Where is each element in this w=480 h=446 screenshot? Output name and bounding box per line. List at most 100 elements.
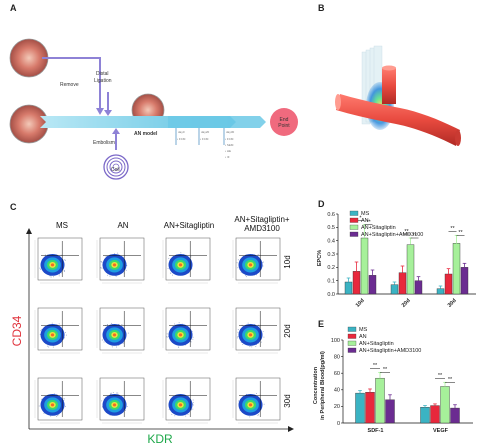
legend-swatch (349, 231, 359, 237)
legend-swatch (349, 224, 359, 230)
bar (452, 243, 461, 295)
col-header-an: AN (117, 221, 128, 230)
vessel-main (336, 94, 460, 146)
legend-label: AN+Sitagliptin (359, 341, 394, 347)
end-label: End (280, 117, 289, 123)
ligation-arrowhead (104, 110, 112, 116)
legend-label: MS (361, 211, 370, 217)
day-item: • IF (225, 155, 230, 159)
y-tick-label: 0.3 (327, 252, 335, 258)
bar (444, 273, 453, 295)
y-axis-label: Concentration (313, 366, 319, 404)
bar (436, 288, 445, 295)
bar (414, 280, 423, 295)
ligation-label: Ligation (94, 78, 112, 84)
col-header-an-sita: AN+Sitagliptin (164, 221, 214, 230)
legend-label: AN+Sitagliptin+AMD3100 (361, 232, 423, 238)
legend-swatch (347, 326, 357, 332)
y-tick-label: 0 (337, 421, 340, 427)
y-tick-label: 0.1 (327, 278, 335, 284)
coil-icon (103, 154, 129, 180)
y-tick-label: 0.5 (327, 225, 335, 231)
day-item: • FCM (177, 137, 186, 141)
flow-plot (34, 307, 83, 354)
bar (368, 275, 377, 295)
sig-label: ** (448, 377, 453, 383)
day20-label: day20 (201, 130, 210, 134)
bar (390, 284, 399, 295)
panel-e-label: E (318, 319, 324, 329)
surgery-photo-2 (9, 104, 49, 144)
panel-e: E 0 20 40 60 80 100 Concentration in Peripheral… (313, 319, 473, 434)
panel-c: C MS AN AN+Sitagliptin AN+Sitagliptin+ A… (10, 202, 294, 446)
x-tick-label: 10d (355, 298, 366, 309)
flow-plot (34, 237, 83, 284)
end-point-circle (270, 108, 298, 136)
x-tick-label: SDF-1 (368, 428, 384, 434)
bar (460, 267, 469, 295)
col-header-ms: MS (56, 221, 68, 230)
legend-label: AN+Sitagliptin+AMD3100 (359, 348, 421, 354)
day30-list: • FCM • SEM • HE • IF (225, 137, 234, 159)
x-tick-label: 30d (447, 298, 458, 309)
y-tick-label: 60 (334, 371, 340, 377)
remove-arrowhead (96, 108, 104, 115)
bar (360, 237, 369, 295)
sig-label: ** (458, 230, 463, 236)
flow-plot (232, 307, 281, 354)
kdr-axis-label: KDR (147, 432, 173, 446)
vessel-branch (382, 68, 396, 104)
row-label-30d: 30d (283, 394, 292, 407)
legend-swatch (349, 217, 359, 223)
day-item: • FCM (200, 137, 209, 141)
bar (440, 386, 450, 424)
flow-plot (232, 237, 281, 284)
x-tick-label: 20d (401, 298, 412, 309)
x-tick-label: VEGF (433, 428, 449, 434)
legend-swatch (347, 333, 357, 339)
y-tick-label: 40 (334, 388, 340, 394)
panel-b: B (318, 3, 461, 146)
y-tick-label: 0.2 (327, 265, 335, 271)
timeline-arrow-2 (168, 116, 266, 128)
legend-swatch (347, 340, 357, 346)
sig-label: ** (438, 373, 443, 379)
y-tick-label: 0.0 (327, 292, 335, 298)
sig-label: * (359, 215, 362, 221)
day30-label: day30 (226, 130, 235, 134)
day-item: • SEM (225, 143, 234, 147)
cd34-axis-label: CD34 (10, 315, 24, 346)
bar (344, 281, 353, 295)
panel-b-label: B (318, 3, 325, 13)
day0-label: day0 (178, 130, 185, 134)
sig-label: ** (366, 219, 371, 225)
day-item: • HE (225, 149, 231, 153)
panel-c-label: C (10, 202, 17, 212)
legend-label: AN (361, 218, 369, 224)
flow-plot (96, 237, 145, 284)
sig-label: ** (450, 226, 455, 232)
y-tick-label: 0.4 (327, 238, 335, 244)
legend-swatch (349, 210, 359, 216)
sig-label: ** (383, 367, 388, 373)
panel-a-label: A (10, 3, 17, 13)
y-tick-label: 100 (331, 338, 340, 344)
flow-plot (96, 377, 145, 424)
legend-swatch (347, 347, 357, 353)
flow-plot (162, 237, 211, 284)
y-axis-label: in Peripheral Blood(pg/ml) (320, 351, 326, 420)
day0-list: • FCM (177, 137, 186, 141)
y-tick-label: 80 (334, 354, 340, 360)
remove-connector (42, 57, 101, 112)
bar (365, 392, 375, 424)
flow-plot (96, 307, 145, 354)
bar (420, 407, 430, 424)
branch-opening (382, 65, 396, 71)
point-label: Point (278, 123, 290, 129)
embolism-label: Embolism (93, 140, 115, 146)
bar (398, 272, 407, 295)
